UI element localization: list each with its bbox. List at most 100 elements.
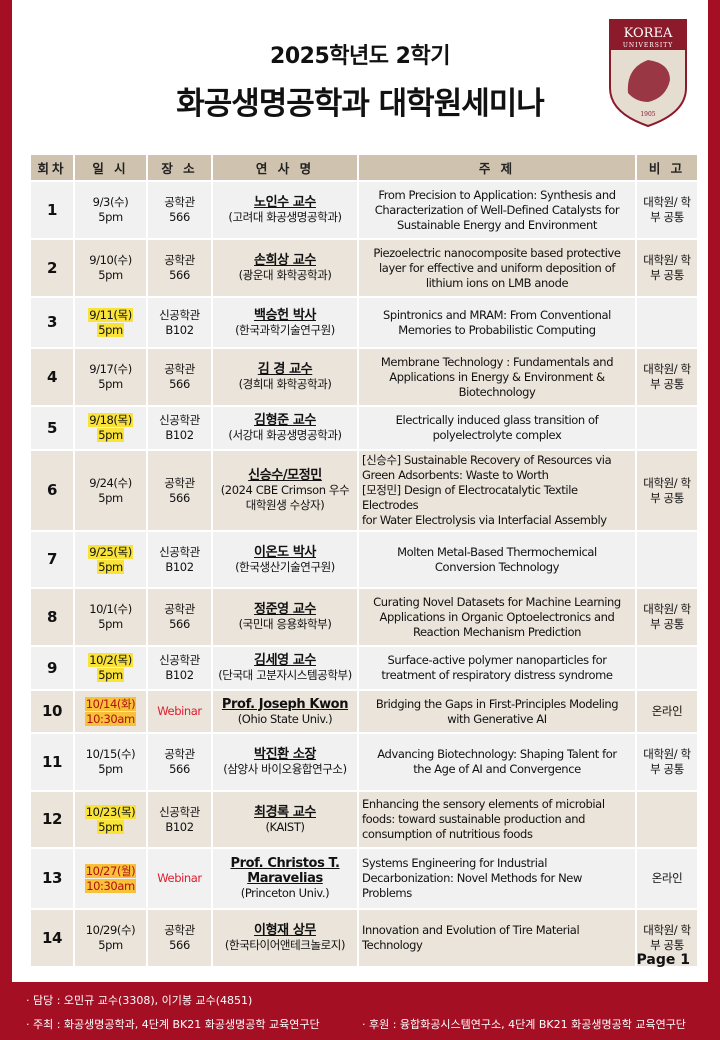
svg-text:KOREA: KOREA — [624, 26, 673, 41]
note-cell — [637, 532, 697, 587]
place: 신공학관 — [159, 413, 200, 427]
room: 566 — [169, 490, 190, 505]
note-cell — [637, 407, 697, 449]
topic-line: [모정민] Design of Electrocatalytic Textile… — [362, 483, 578, 512]
session-number: 4 — [31, 349, 73, 405]
semester-subtitle: 2025학년도 2학기 — [270, 44, 450, 69]
topic-line: Applications in Organic Optoelectronics … — [379, 609, 615, 624]
topic-line: Surface-active polymer nanoparticles for — [387, 653, 607, 667]
date-cell: 9/17(수) 5pm — [75, 349, 146, 405]
speaker-name: 정준영 교수 — [254, 602, 316, 617]
topic-cell: Surface-active polymer nanoparticles for… — [359, 647, 635, 689]
speaker-affiliation: (고려대 화공생명공학과) — [228, 210, 342, 224]
place: 신공학관 — [159, 307, 200, 322]
room: B102 — [165, 819, 194, 834]
place-cell: 공학관 566 — [148, 910, 211, 966]
note-cell — [637, 792, 697, 847]
place-cell: 공학관 566 — [148, 349, 211, 405]
date-cell: 10/1(수) 5pm — [75, 589, 146, 645]
date: 10/23(목) — [84, 804, 137, 819]
speaker-affiliation: (한국과학기술연구원) — [235, 322, 335, 337]
topic-line: [신승수] Sustainable Recovery of Resources … — [362, 453, 612, 467]
place-cell: 공학관 566 — [148, 182, 211, 238]
table-row: 3 9/11(목) 5pm 신공학관 B102 백승헌 박사 (한국과학기술연구원) Spin… — [31, 298, 697, 347]
speaker-affiliation: (삼양사 바이오융합연구소) — [223, 762, 347, 776]
place: 공학관 — [164, 475, 195, 490]
session-number: 13 — [31, 849, 73, 908]
date: 10/15(수) — [85, 747, 136, 761]
date-cell: 10/27(월) 10:30am — [75, 849, 146, 908]
topic-line: for Water Electrolysis via Interfacial A… — [362, 513, 607, 527]
column-header: 장 소 — [148, 155, 211, 180]
speaker-cell: 김세영 교수 (단국대 고분자시스템공학부) — [213, 647, 357, 689]
topic-cell: Innovation and Evolution of Tire Materia… — [359, 910, 635, 966]
date-cell: 9/24(수) 5pm — [75, 451, 146, 530]
table-row: 13 10/27(월) 10:30am Webinar Prof. Christos T… — [31, 849, 697, 908]
speaker-name: 손희상 교수 — [254, 253, 316, 268]
note-cell: 대학원/ 학부 공통 — [637, 734, 697, 790]
table-row: 1 9/3(수) 5pm 공학관 566 노인수 교수 (고려대 화공생명공학과) From … — [31, 182, 697, 238]
speaker-affiliation: (Princeton Univ.) — [240, 886, 330, 900]
date: 10/1(수) — [89, 602, 132, 616]
date: 9/3(수) — [92, 195, 129, 209]
column-header: 연 사 명 — [213, 155, 357, 180]
time: 5pm — [97, 428, 124, 442]
topic-cell: From Precision to Application: Synthesis… — [359, 182, 635, 238]
topic-line: Advancing Biotechnology: Shaping Talent … — [377, 747, 617, 761]
table-row: 2 9/10(수) 5pm 공학관 566 손희상 교수 (광운대 화학공학과) Piezoe… — [31, 240, 697, 296]
topic-line: Problems — [362, 886, 412, 900]
place-cell: 신공학관 B102 — [148, 647, 211, 689]
topic-line: Technology — [362, 938, 423, 952]
speaker-cell: Prof. Christos T. Maravelias (Princeton U… — [213, 849, 357, 908]
note-cell: 온라인 — [637, 691, 697, 732]
topic-line: Characterization of Well-Defined Catalys… — [374, 202, 620, 217]
place-cell: 신공학관 B102 — [148, 532, 211, 587]
speaker-cell: 박진환 소장 (삼양사 바이오융합연구소) — [213, 734, 357, 790]
time: 5pm — [98, 938, 123, 952]
table-row: 12 10/23(목) 5pm 신공학관 B102 최경록 교수 (KAIST) Enhanc… — [31, 792, 697, 847]
topic-line: consumption of nutritious foods — [362, 827, 533, 841]
korea-university-logo: KOREA UNIVERSITY 1905 — [609, 19, 687, 128]
footer-sponsor: · 후원 : 융합화공시스템연구소, 4단계 BK21 화공생명공학 교육연구단 — [362, 1018, 686, 1031]
column-header: 회차 — [31, 155, 73, 180]
speaker-cell: 정준영 교수 (국민대 응용화학부) — [213, 589, 357, 645]
date: 9/10(수) — [89, 253, 132, 267]
footer-contact: · 담당 : 오민규 교수(3308), 이기봉 교수(4851) — [26, 994, 253, 1007]
topic-cell: Enhancing the sensory elements of microb… — [359, 792, 635, 847]
speaker-name: 최경록 교수 — [254, 804, 316, 820]
place: 공학관 — [164, 747, 195, 761]
speaker-affiliation: (한국생산기술연구원) — [235, 559, 335, 574]
speaker-name: 김세영 교수 — [254, 653, 316, 668]
topic-line: layer for effective and uniform depositi… — [379, 260, 615, 275]
place: 공학관 — [164, 195, 195, 209]
session-number: 11 — [31, 734, 73, 790]
table-row: 4 9/17(수) 5pm 공학관 566 김 경 교수 (경희대 화학공학과) Membra… — [31, 349, 697, 405]
time: 10:30am — [85, 878, 136, 893]
table-row: 8 10/1(수) 5pm 공학관 566 정준영 교수 (국민대 응용화학부) Curati… — [31, 589, 697, 645]
topic-line: Biotechnology — [458, 384, 536, 399]
speaker-cell: Prof. Joseph Kwon (Ohio State Univ.) — [213, 691, 357, 732]
speaker-cell: 노인수 교수 (고려대 화공생명공학과) — [213, 182, 357, 238]
topic-cell: Piezoelectric nanocomposite based protec… — [359, 240, 635, 296]
speaker-name: 노인수 교수 — [254, 195, 316, 210]
topic-line: Sustainable Energy and Environment — [397, 217, 597, 232]
speaker-cell: 김형준 교수 (서강대 화공생명공학과) — [213, 407, 357, 449]
table-row: 7 9/25(목) 5pm 신공학관 B102 이온도 박사 (한국생산기술연구원) Molt… — [31, 532, 697, 587]
place-cell: Webinar — [148, 849, 211, 908]
note-cell: 대학원/ 학부 공통 — [637, 910, 697, 966]
topic-line: Molten Metal-Based Thermochemical — [397, 544, 597, 559]
topic-line: Memories to Probabilistic Computing — [398, 322, 596, 337]
speaker-affiliation: (2024 CBE Crimson 우수대학원생 수상자) — [220, 483, 350, 512]
topic-cell: Advancing Biotechnology: Shaping Talent … — [359, 734, 635, 790]
session-number: 5 — [31, 407, 73, 449]
date-cell: 9/10(수) 5pm — [75, 240, 146, 296]
speaker-cell: 신승수/모정민 (2024 CBE Crimson 우수대학원생 수상자) — [213, 451, 357, 530]
place-cell: 공학관 566 — [148, 734, 211, 790]
topic-line: the Age of AI and Convergence — [413, 762, 581, 776]
topic-line: Green Adsorbents: Waste to Worth — [362, 468, 549, 482]
speaker-affiliation: (KAIST) — [265, 819, 305, 834]
date: 9/18(목) — [88, 413, 133, 427]
place: 공학관 — [164, 923, 195, 937]
speaker-cell: 백승헌 박사 (한국과학기술연구원) — [213, 298, 357, 347]
speaker-name: Prof. Christos T. Maravelias — [230, 856, 340, 886]
